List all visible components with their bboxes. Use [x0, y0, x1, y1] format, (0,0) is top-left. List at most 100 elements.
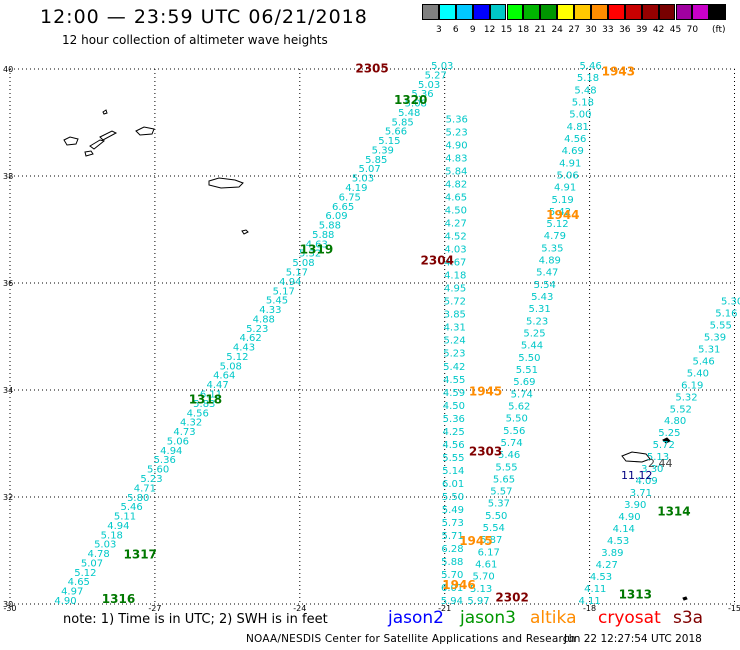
chart-title: 12:00 — 23:59 UTC 06/21/2018 [40, 6, 368, 28]
satellite-legend-item: jason2 [388, 608, 444, 628]
swh-value: 5.30 [721, 296, 740, 307]
swh-value: 5.32 [675, 392, 697, 403]
colorbar-tick-label: 15 [500, 25, 513, 35]
swh-value: 6.75 [339, 192, 361, 203]
swh-value: 5.36 [446, 115, 468, 126]
swh-value: 4.47 [206, 380, 228, 391]
swh-value: 4.03 [444, 245, 466, 256]
swh-value: 5.11 [114, 512, 136, 523]
colorbar-swatch [540, 4, 558, 20]
swh-value: 4.81 [567, 122, 589, 133]
swh-value: 4.78 [87, 549, 109, 560]
island-swh-value: 2.44 [648, 457, 673, 470]
swh-value: 5.08 [292, 258, 314, 269]
island-azores-2 [89, 139, 106, 150]
swh-value: 5.03 [431, 61, 453, 72]
longitude-tick-label: -21 [438, 604, 451, 613]
swh-value: 6.01 [442, 479, 464, 490]
colorbar-swatch [641, 4, 659, 20]
swh-value: 5.23 [445, 128, 467, 139]
longitude-tick-label: -24 [293, 604, 306, 613]
swh-value: 5.84 [445, 167, 467, 178]
island-madeira [621, 451, 651, 463]
swh-value: 4.80 [664, 416, 686, 427]
axis-labels: 40 38 36 34 32 30-30 -27 -24 -21 -18 -15 [3, 65, 740, 613]
swh-value: 5.06 [556, 170, 578, 181]
swh-value: 5.72 [653, 440, 675, 451]
swh-value: 4.56 [442, 440, 464, 451]
swh-value: 4.94 [279, 277, 301, 288]
swh-value: 5.69 [513, 377, 535, 388]
swh-value: 4.27 [445, 219, 467, 230]
swh-value: 4.56 [564, 134, 586, 145]
swh-value: 4.94 [160, 446, 182, 457]
colorbar-tick-label: 18 [517, 25, 530, 35]
swh-value: 5.23 [140, 474, 162, 485]
satellite-legend-item: s3a [673, 608, 704, 628]
colorbar-swatch [455, 4, 473, 20]
swh-value: 6.17 [478, 547, 500, 558]
swh-value: 5.03 [352, 174, 374, 185]
swh-value: 4.73 [173, 427, 195, 438]
swh-value: 4.59 [443, 388, 465, 399]
colorbar-swatch [557, 4, 575, 20]
swh-value: 5.45 [266, 296, 288, 307]
swh-value: 4.11 [578, 596, 600, 607]
swh-value: 6.11 [200, 390, 222, 401]
satellite-legend-item: altika [530, 608, 577, 628]
colorbar-tick-label: 6 [452, 25, 459, 35]
colorbar-tick-label: 27 [568, 25, 580, 35]
swh-value: 5.46 [579, 61, 601, 72]
swh-value: 6.19 [681, 380, 703, 391]
swh-value: 5.60 [147, 465, 169, 476]
legend-note: note: 1) Time is in UTC; 2) SWH is in fe… [63, 612, 328, 627]
swh-value: 5.07 [81, 559, 103, 570]
swh-value: 5.25 [658, 428, 680, 439]
island-porto-santo [662, 437, 671, 444]
colorbar-tick-label: 21 [534, 25, 547, 35]
swh-value: 5.18 [577, 73, 599, 84]
longitude-tick-label: -27 [148, 604, 161, 613]
swh-value: 5.13 [647, 452, 669, 463]
swh-value: 4.89 [539, 256, 561, 267]
swh-value: 5.18 [572, 98, 594, 109]
colorbar-swatch [523, 4, 541, 20]
swh-value: 5.50 [518, 353, 540, 364]
colorbar-swatch [489, 4, 507, 20]
pass-time-label: 2305 [355, 62, 388, 76]
swh-value: 5.36 [411, 89, 433, 100]
swh-value: 5.70 [472, 572, 494, 583]
swh-value: 4.27 [596, 560, 618, 571]
swh-value: 5.73 [442, 518, 464, 529]
swh-value: 4.63 [306, 239, 328, 250]
colorbar-swatch [472, 4, 490, 20]
swh-value: 4.67 [444, 258, 466, 269]
swh-value: 5.88 [441, 557, 463, 568]
colorbar-tick-label: 45 [669, 25, 682, 35]
swh-value: 4.94 [107, 521, 129, 532]
colorbar-tick-label: 3 [436, 25, 442, 35]
latitude-tick-label: 34 [3, 386, 13, 395]
colorbar-swatch [591, 4, 608, 20]
swh-value: 4.71 [134, 483, 156, 494]
swh-value: 5.46 [498, 450, 520, 461]
colorbar-swatch [658, 4, 676, 20]
swh-value: 4.64 [213, 371, 235, 382]
latitude-tick-label: 38 [3, 172, 13, 181]
swh-value: 4.52 [444, 232, 466, 243]
swh-value: 5.65 [493, 474, 515, 485]
swh-value: 5.32 [299, 249, 321, 260]
swh-value: 5.12 [226, 352, 248, 363]
swh-value: 5.39 [372, 146, 394, 157]
swh-value: 5.72 [444, 297, 466, 308]
colorbar-swatch [574, 4, 591, 20]
swh-value: 6.01 [441, 583, 463, 594]
swh-value: 5.88 [319, 221, 341, 232]
swh-value: 3.90 [624, 500, 646, 511]
chart-subtitle: 12 hour collection of altimeter wave hei… [62, 33, 328, 47]
swh-value: 5.39 [704, 332, 726, 343]
swh-value: 5.36 [443, 414, 465, 425]
swh-value: 4.31 [444, 323, 466, 334]
swh-value: 5.24 [443, 336, 465, 347]
swh-value: 5.18 [101, 530, 123, 541]
